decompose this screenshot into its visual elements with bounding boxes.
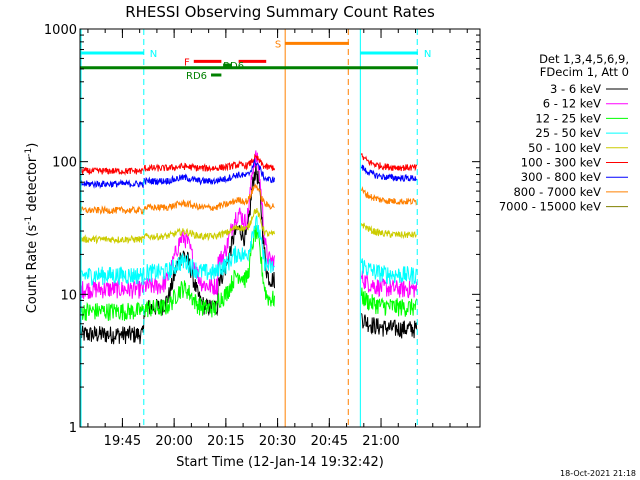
- flag-bars: NNFSRD6RD6: [80, 39, 431, 82]
- flag-bar-label: RD6: [186, 71, 207, 82]
- legend-label: 25 - 50 keV: [535, 126, 601, 140]
- x-tick-label: 20:00: [155, 434, 192, 449]
- x-tick-label: 20:45: [311, 434, 348, 449]
- x-tick-label: 19:45: [104, 434, 141, 449]
- y-label-exp2: -1: [24, 148, 34, 157]
- series-line: [360, 153, 418, 172]
- footer-date: 18-Oct-2021 21:18: [560, 469, 636, 478]
- series-line: [80, 157, 275, 189]
- series-line: [80, 153, 275, 176]
- flag-bar-label: N: [424, 49, 431, 60]
- x-axis-label: Start Time (12-Jan-14 19:32:42): [176, 455, 384, 470]
- x-tick-label: 21:00: [362, 434, 399, 449]
- legend-label: 300 - 800 keV: [521, 170, 601, 184]
- vertical-markers: [80, 29, 418, 427]
- flag-bar-label: S: [275, 39, 281, 50]
- series-line: [360, 164, 418, 182]
- series-line: [80, 208, 275, 245]
- y-tick-label: 100: [52, 156, 77, 171]
- series-line: [360, 186, 418, 206]
- legend-label: 800 - 7000 keV: [513, 185, 601, 199]
- legend-label: 50 - 100 keV: [528, 141, 601, 155]
- series-line: [80, 150, 275, 299]
- y-axis-label: Count Rate (s-1 detector-1): [24, 143, 40, 314]
- x-tick-label: 20:15: [207, 434, 244, 449]
- axis-ticks: 1 10 100 1000 19:45 20:00 20:15 20:30 20:45 21:00: [44, 23, 480, 449]
- series-line: [360, 287, 418, 317]
- chart-title: RHESSI Observing Summary Count Rates: [125, 3, 435, 21]
- x-tick-label: 20:30: [259, 434, 296, 449]
- legend-label: 6 - 12 keV: [543, 97, 601, 111]
- legend-label: 12 - 25 keV: [535, 111, 601, 125]
- legend: Det 1,3,4,5,6,9,FDecim 1, Att 0 3 - 6 keV…: [499, 52, 629, 214]
- series-line: [80, 225, 275, 321]
- y-tick-label: 1: [69, 421, 77, 436]
- legend-label: 3 - 6 keV: [550, 82, 601, 96]
- series-line: [360, 222, 417, 240]
- y-label-exp1: -1: [24, 216, 34, 225]
- y-label-mid: detector: [25, 156, 40, 216]
- flag-bar-label: F: [184, 57, 190, 68]
- series-line: [360, 258, 418, 285]
- series-line: [360, 270, 418, 299]
- series-line: [80, 183, 275, 215]
- plot-frame: [79, 28, 481, 428]
- y-tick-label: 1000: [44, 23, 77, 38]
- series-line: [360, 313, 418, 339]
- legend-label: 100 - 300 keV: [521, 156, 601, 170]
- series-curves: [80, 150, 418, 345]
- flag-bar-label: N: [150, 49, 157, 60]
- y-label-end: ): [25, 143, 40, 148]
- legend-header: FDecim 1, Att 0: [540, 65, 629, 79]
- series-line: [80, 215, 275, 286]
- legend-header: Det 1,3,4,5,6,9,: [539, 52, 629, 66]
- y-label-main: Count Rate (s: [25, 225, 40, 314]
- legend-label: 7000 - 15000 keV: [499, 200, 601, 214]
- y-tick-label: 10: [60, 288, 77, 303]
